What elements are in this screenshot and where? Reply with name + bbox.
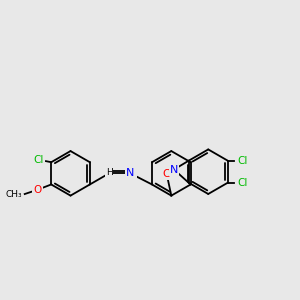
Text: Cl: Cl: [237, 178, 248, 188]
Text: CH₃: CH₃: [6, 190, 22, 199]
Text: N: N: [170, 165, 178, 175]
Text: N: N: [127, 168, 136, 178]
Text: Cl: Cl: [33, 155, 44, 165]
Text: O: O: [162, 169, 171, 179]
Text: H: H: [106, 168, 112, 177]
Text: O: O: [33, 185, 42, 195]
Text: N: N: [126, 168, 134, 178]
Text: Cl: Cl: [237, 156, 248, 166]
